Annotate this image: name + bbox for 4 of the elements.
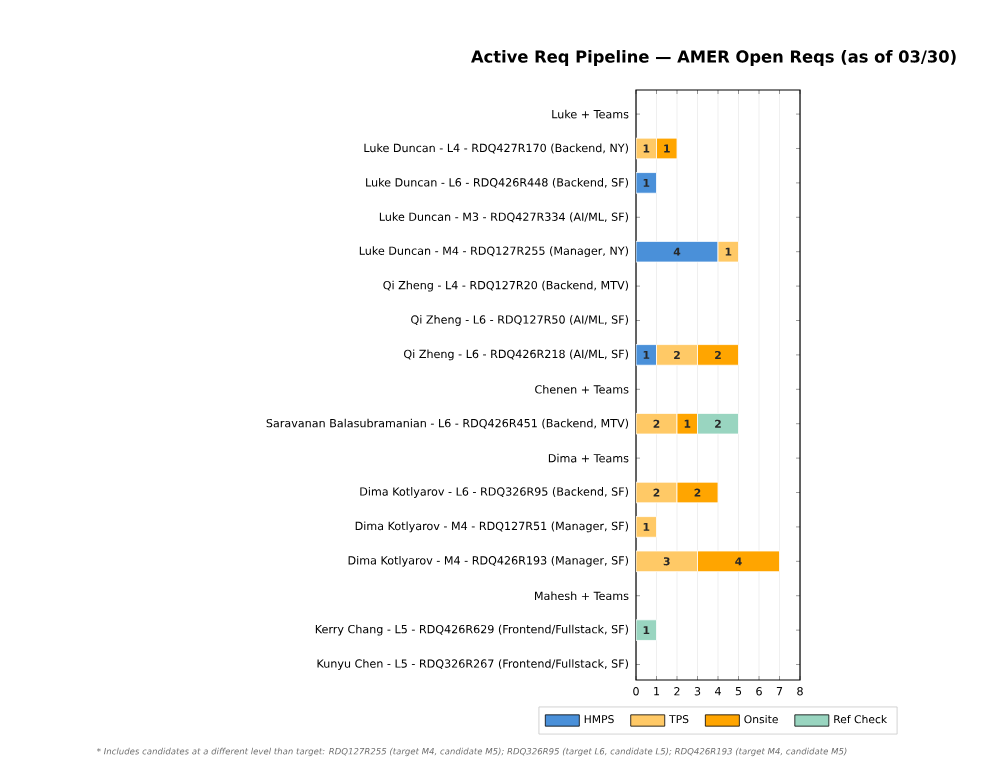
bar: [636, 516, 657, 538]
bar: [636, 172, 657, 194]
bar: [636, 619, 657, 641]
chart-title: Active Req Pipeline — AMER Open Reqs (as of 03/30): [471, 50, 956, 66]
